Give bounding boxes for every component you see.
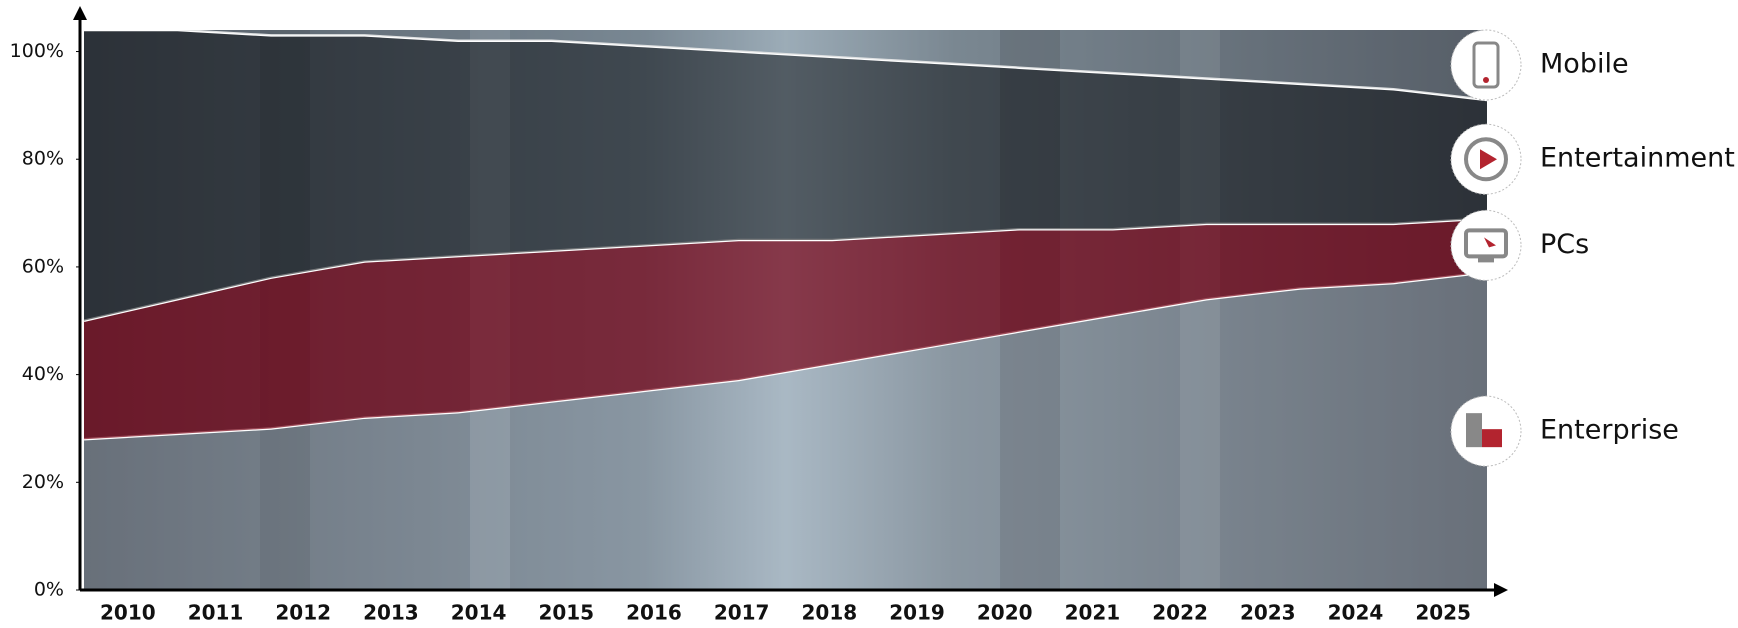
legend-icon xyxy=(1450,29,1522,101)
legend-label: PCs xyxy=(1540,229,1589,260)
legend-label: Entertainment xyxy=(1540,143,1735,174)
x-tick-label: 2022 xyxy=(1152,601,1208,625)
x-tick-label: 2014 xyxy=(451,601,507,625)
icon-glyph xyxy=(1472,41,1500,89)
y-axis-arrow xyxy=(73,6,87,20)
area xyxy=(84,30,1487,321)
y-tick-label: 60% xyxy=(22,255,64,277)
area xyxy=(84,218,1487,440)
y-tick-label: 0% xyxy=(34,579,64,601)
x-axis-arrow xyxy=(1494,583,1508,597)
x-tick-label: 2017 xyxy=(714,601,770,625)
icon-glyph xyxy=(1464,137,1508,182)
icon-glyph xyxy=(1482,429,1502,448)
icon-glyph xyxy=(1480,149,1497,170)
y-tick-label: 100% xyxy=(10,40,64,62)
x-tick-label: 2023 xyxy=(1240,601,1296,625)
y-tick-label: 20% xyxy=(22,471,64,493)
x-tick-label: 2013 xyxy=(363,601,419,625)
area-edge xyxy=(84,28,1488,102)
x-tick-label: 2011 xyxy=(188,601,244,625)
x-tick-label: 2018 xyxy=(802,601,858,625)
x-tick-label: 2019 xyxy=(889,601,945,625)
x-tick-label: 2015 xyxy=(538,601,594,625)
area xyxy=(84,30,1487,100)
icon-glyph xyxy=(1464,228,1508,259)
icon-glyph xyxy=(1478,257,1494,263)
x-tick-label: 2021 xyxy=(1065,601,1121,625)
x-tick-label: 2010 xyxy=(100,601,156,625)
area xyxy=(84,272,1487,590)
x-tick-label: 2020 xyxy=(977,601,1033,625)
x-tick-label: 2025 xyxy=(1415,601,1471,625)
x-tick-label: 2016 xyxy=(626,601,682,625)
legend-label: Enterprise xyxy=(1540,415,1679,446)
x-tick-label: 2012 xyxy=(275,601,331,625)
y-tick-label: 40% xyxy=(22,363,64,385)
icon-glyph xyxy=(1466,413,1482,448)
y-tick-label: 80% xyxy=(22,148,64,170)
icon-glyph xyxy=(1484,237,1496,248)
x-tick-label: 2024 xyxy=(1328,601,1384,625)
legend-icon xyxy=(1450,209,1522,281)
legend-label: Mobile xyxy=(1540,49,1629,80)
icon-glyph xyxy=(1483,77,1489,83)
